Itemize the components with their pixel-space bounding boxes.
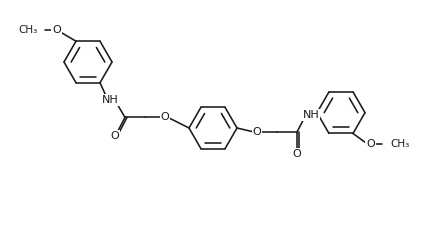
Text: O: O: [160, 112, 169, 122]
Text: CH₃: CH₃: [18, 25, 38, 35]
Text: NH: NH: [101, 95, 118, 105]
Text: O: O: [292, 149, 301, 159]
Text: NH: NH: [302, 110, 319, 120]
Text: CH₃: CH₃: [389, 140, 409, 149]
Text: O: O: [365, 140, 374, 149]
Text: O: O: [52, 25, 61, 35]
Text: O: O: [252, 127, 261, 137]
Text: O: O: [110, 131, 119, 141]
